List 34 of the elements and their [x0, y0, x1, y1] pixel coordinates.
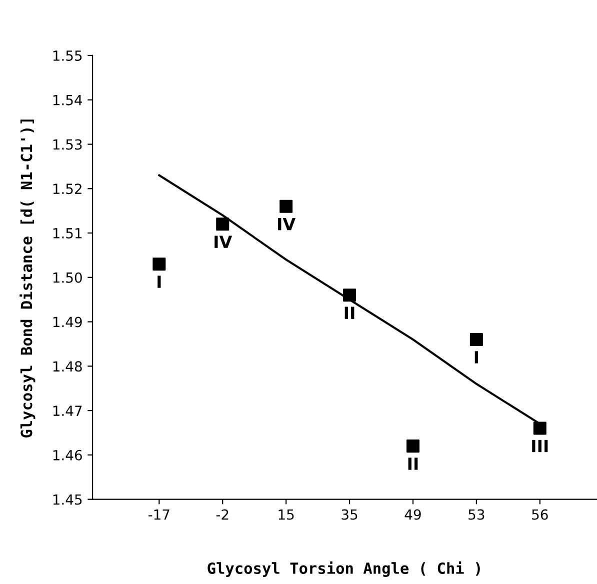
x-tick-label: 35 [342, 509, 358, 520]
x-tick-label: -2 [216, 509, 228, 520]
annotation: III [532, 440, 548, 452]
y-tick-label: 1.53 [53, 139, 82, 150]
x-tick-label: 53 [468, 509, 484, 520]
y-tick-label: 1.46 [53, 450, 82, 460]
y-tick-label: 1.50 [53, 272, 82, 283]
point [470, 333, 483, 346]
annotation: II [408, 458, 418, 470]
annotation: II [344, 306, 354, 319]
y-tick-label: 1.47 [53, 406, 82, 416]
annotation: I [158, 276, 161, 288]
annotation: IV [214, 236, 232, 248]
y-tick-label: 1.49 [53, 316, 82, 328]
point [216, 218, 230, 231]
point [280, 200, 293, 213]
x-tick-label: -17 [148, 509, 170, 520]
y-tick-label: 1.51 [53, 228, 82, 238]
point [343, 288, 356, 302]
x-tick-label: 49 [404, 509, 421, 520]
x-tick-label: 56 [532, 509, 548, 520]
annotation: I [474, 351, 478, 364]
y-tick-label: 1.55 [53, 50, 82, 61]
annotation: IV [278, 218, 296, 230]
y-tick-label: 1.48 [53, 361, 82, 372]
x-tick-label: 15 [278, 509, 294, 520]
y-tick-label: 1.52 [53, 184, 82, 194]
y-tick-label: 1.54 [53, 95, 82, 106]
point [152, 258, 166, 271]
point [533, 422, 546, 435]
point [406, 440, 420, 453]
x-axis-title: Glycosyl Torsion Angle ( Chi ) [208, 561, 480, 577]
y-axis-title: Glycosyl Bond Distance [d( N1-C1')] [20, 120, 36, 438]
y-tick-label: 1.45 [53, 494, 82, 505]
